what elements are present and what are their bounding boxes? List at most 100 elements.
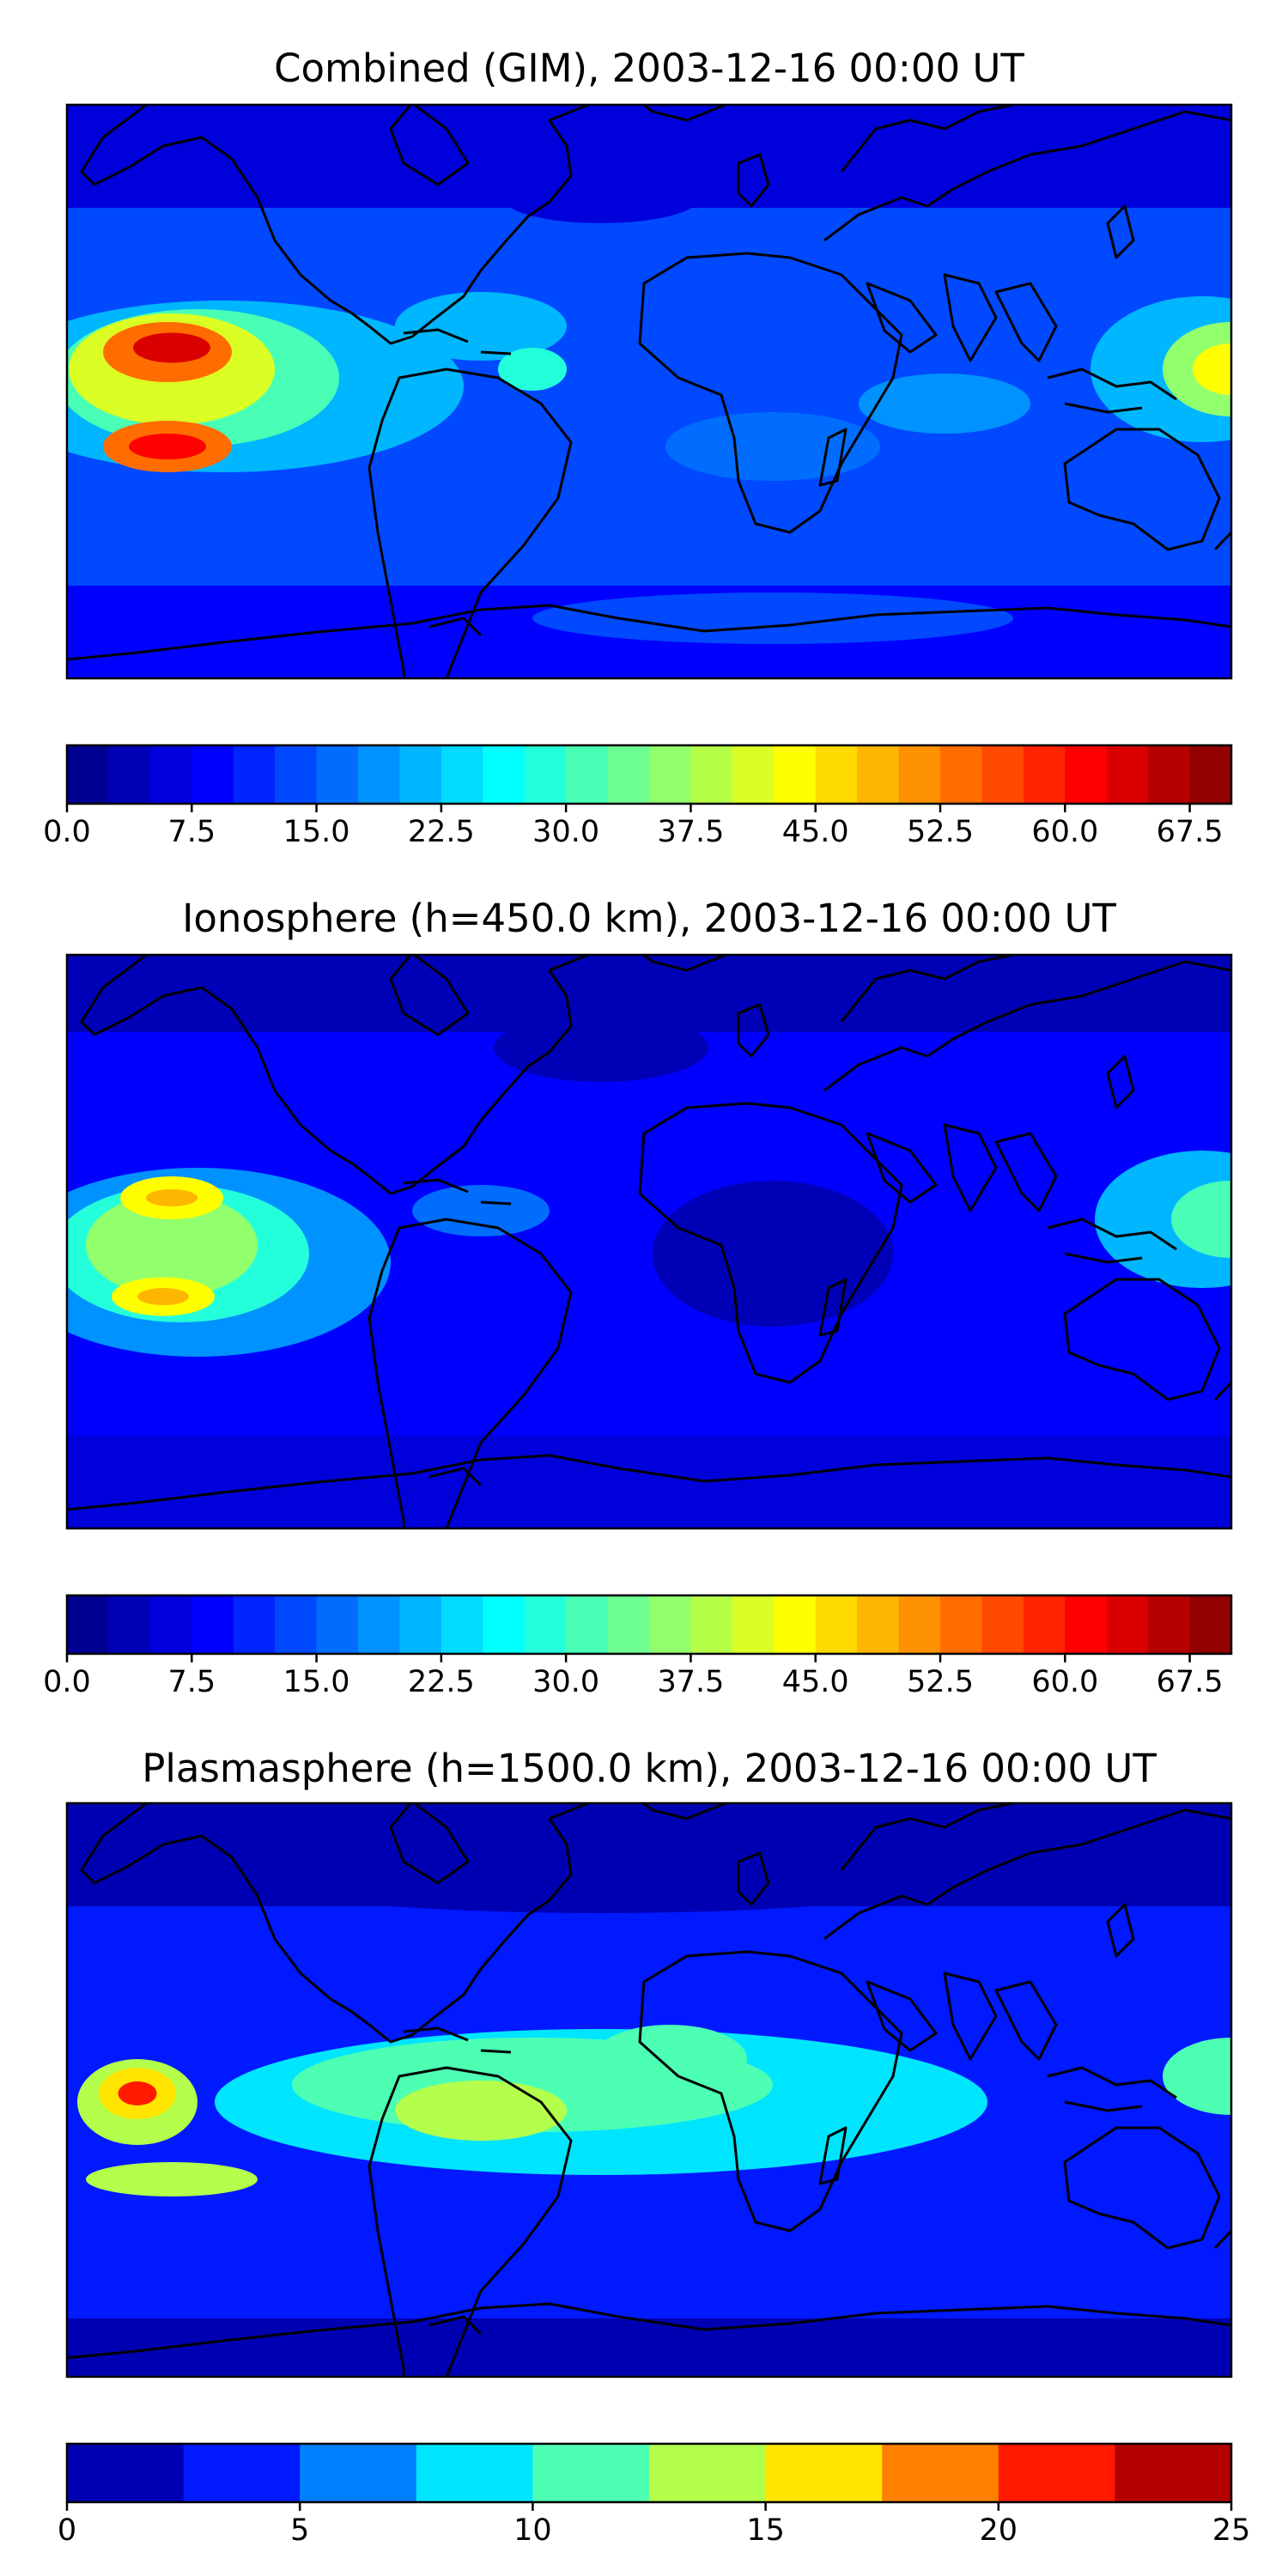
colorbar-segment <box>233 1595 276 1654</box>
colorbar-segment <box>765 2444 883 2502</box>
colorbar-segment <box>607 1595 650 1654</box>
colorbar-segment <box>191 1595 234 1654</box>
colorbar-segment <box>67 1595 109 1654</box>
colorbar-segment <box>1023 1595 1066 1654</box>
colorbar-segment <box>732 1595 775 1654</box>
colorbar-tick-label: 15.0 <box>283 815 350 849</box>
colorbar-segment <box>67 2444 185 2502</box>
colorbar-segment <box>690 745 733 804</box>
colorbar-segment <box>882 2444 999 2502</box>
colorbar-segment <box>566 1595 609 1654</box>
colorbar-segment <box>233 745 276 804</box>
colorbar-segment <box>998 2444 1115 2502</box>
colorbar-tick-label: 15.0 <box>283 1665 350 1699</box>
colorbar-segment <box>774 745 817 804</box>
colorbar-tick-label: 5 <box>290 2513 309 2548</box>
colorbar-frame <box>65 1594 1233 1656</box>
colorbar-segment <box>1106 1595 1149 1654</box>
colorbar-tick-label: 0.0 <box>43 815 91 849</box>
colorbar-segment <box>1106 745 1149 804</box>
colorbar-segment <box>416 2444 533 2502</box>
colorbar-segment <box>358 745 400 804</box>
colorbar-segment <box>524 1595 567 1654</box>
panel-combined: Combined (GIM), 2003-12-16 00:00 UT 0.0 7.… <box>43 46 1233 849</box>
colorbar-segment <box>440 1595 483 1654</box>
colorbar-tick-label: 52.5 <box>907 1665 974 1699</box>
colorbar-segment <box>566 745 609 804</box>
colorbar-segment <box>300 2444 417 2502</box>
colorbar-segment <box>316 745 359 804</box>
tec-map <box>67 105 1231 678</box>
colorbar-frame <box>65 2442 1233 2504</box>
colorbar-tick-label: 10 <box>513 2513 552 2548</box>
colorbar-segment <box>358 1595 400 1654</box>
colorbar-segment <box>183 2444 301 2502</box>
colorbar-segment <box>1023 745 1066 804</box>
colorbar-segment <box>857 1595 900 1654</box>
colorbar-tick-label: 52.5 <box>907 815 974 849</box>
colorbar-segment <box>1189 1595 1232 1654</box>
colorbar-segment <box>857 745 900 804</box>
colorbar-segment <box>1148 745 1191 804</box>
colorbar-segment <box>1065 745 1108 804</box>
colorbar-segment <box>774 1595 817 1654</box>
colorbar-segment <box>483 745 526 804</box>
colorbar-segment <box>649 1595 691 1654</box>
colorbar-segment <box>732 745 775 804</box>
colorbar-tick-label: 30.0 <box>532 815 599 849</box>
colorbar-segment <box>149 745 192 804</box>
colorbar-tick-label: 0.0 <box>43 1665 91 1699</box>
colorbar-frame <box>65 744 1233 805</box>
colorbar-segment <box>483 1595 526 1654</box>
colorbar-tick-label: 0 <box>58 2513 76 2548</box>
tec-map <box>67 1803 1231 2377</box>
colorbar-tick-label: 45.0 <box>782 815 849 849</box>
colorbar-tick-label: 60.0 <box>1031 815 1098 849</box>
colorbar-segment <box>1189 745 1232 804</box>
colorbar-segment <box>399 1595 442 1654</box>
colorbar-segment <box>898 1595 941 1654</box>
colorbar-tick-label: 60.0 <box>1031 1665 1098 1699</box>
colorbar-segment <box>532 2444 650 2502</box>
colorbar-segment <box>149 1595 192 1654</box>
map-frame <box>65 103 1233 680</box>
panel-title: Combined (GIM), 2003-12-16 00:00 UT <box>274 46 1024 91</box>
colorbar-segment <box>399 745 442 804</box>
colorbar-segment <box>607 745 650 804</box>
colorbar-segment <box>940 1595 982 1654</box>
colorbar-tick-label: 22.5 <box>408 1665 475 1699</box>
colorbar-segment <box>275 745 318 804</box>
panel-plasmasphere: Plasmasphere (h=1500.0 km), 2003-12-16 0… <box>58 1746 1251 2548</box>
map-frame <box>65 953 1233 1530</box>
colorbar-segment <box>524 745 567 804</box>
colorbar: 0 5 10 15 20 25 <box>58 2442 1251 2548</box>
colorbar-tick-label: 37.5 <box>657 815 724 849</box>
panel-title: Ionosphere (h=450.0 km), 2003-12-16 00:0… <box>182 896 1116 941</box>
colorbar-tick-label: 67.5 <box>1157 1665 1224 1699</box>
panel-title: Plasmasphere (h=1500.0 km), 2003-12-16 0… <box>142 1746 1157 1791</box>
colorbar-segment <box>815 745 858 804</box>
colorbar-segment <box>981 1595 1024 1654</box>
colorbar-segment <box>649 745 691 804</box>
colorbar-segment <box>1065 1595 1108 1654</box>
colorbar-segment <box>690 1595 733 1654</box>
colorbar-segment <box>191 745 234 804</box>
colorbar-segment <box>898 745 941 804</box>
colorbar-segment <box>67 745 109 804</box>
tec-map <box>67 955 1231 1528</box>
colorbar-segment <box>1148 1595 1191 1654</box>
colorbar-tick-label: 22.5 <box>408 815 475 849</box>
colorbar-tick-label: 7.5 <box>167 815 216 849</box>
colorbar-segment <box>275 1595 318 1654</box>
colorbar-tick-label: 25 <box>1212 2513 1251 2548</box>
colorbar-segment <box>440 745 483 804</box>
colorbar-segment <box>108 1595 151 1654</box>
colorbar-segment <box>981 745 1024 804</box>
colorbar-segment <box>940 745 982 804</box>
colorbar-segment <box>1115 2444 1232 2502</box>
colorbar-segment <box>815 1595 858 1654</box>
colorbar-tick-label: 45.0 <box>782 1665 849 1699</box>
panel-ionosphere: Ionosphere (h=450.0 km), 2003-12-16 00:0… <box>43 896 1233 1699</box>
colorbar-segment <box>316 1595 359 1654</box>
